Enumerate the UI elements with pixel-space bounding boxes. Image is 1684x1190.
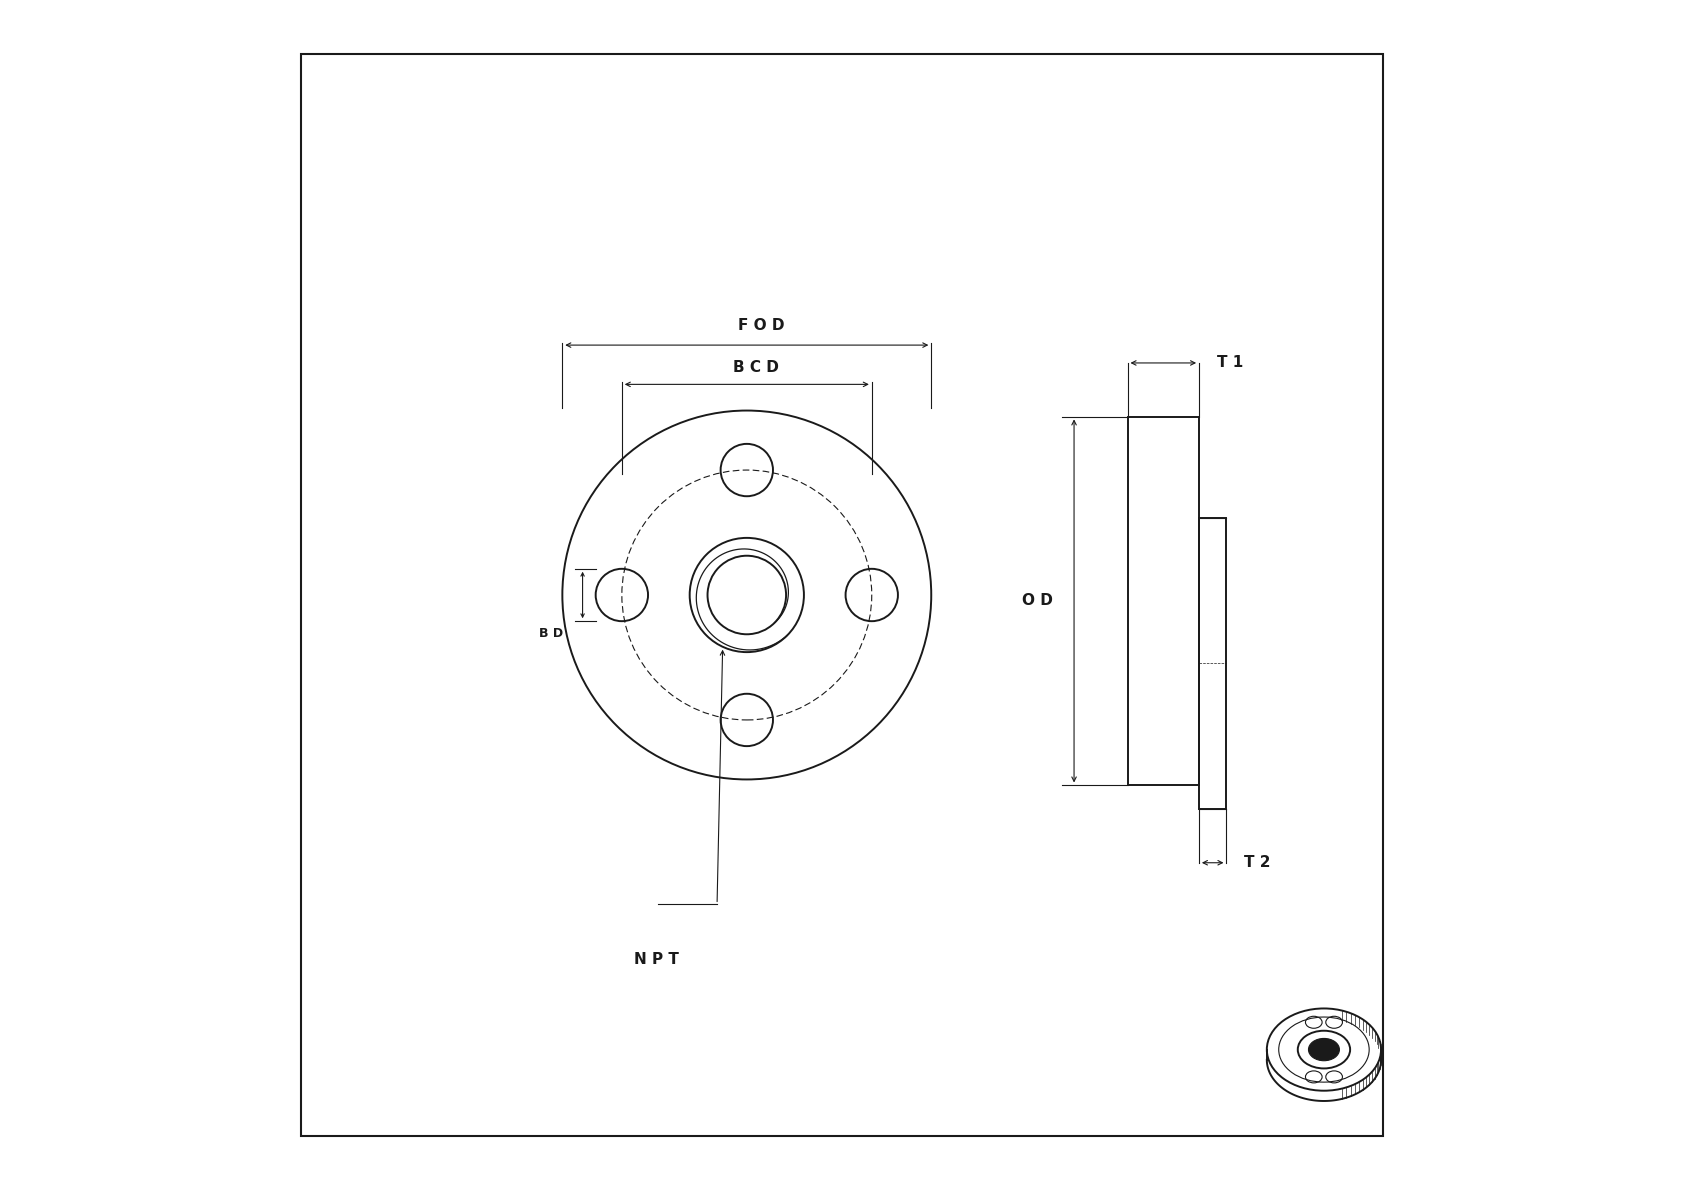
Text: B D: B D <box>539 627 564 640</box>
Bar <box>1199 518 1226 809</box>
Text: O D: O D <box>1022 594 1052 608</box>
Ellipse shape <box>1308 1039 1339 1060</box>
Text: T 2: T 2 <box>1244 856 1271 870</box>
Text: T 1: T 1 <box>1218 356 1243 370</box>
Text: N P T: N P T <box>633 952 679 967</box>
Text: B C D: B C D <box>734 359 780 375</box>
Bar <box>1128 416 1199 785</box>
Text: F O D: F O D <box>738 318 785 333</box>
